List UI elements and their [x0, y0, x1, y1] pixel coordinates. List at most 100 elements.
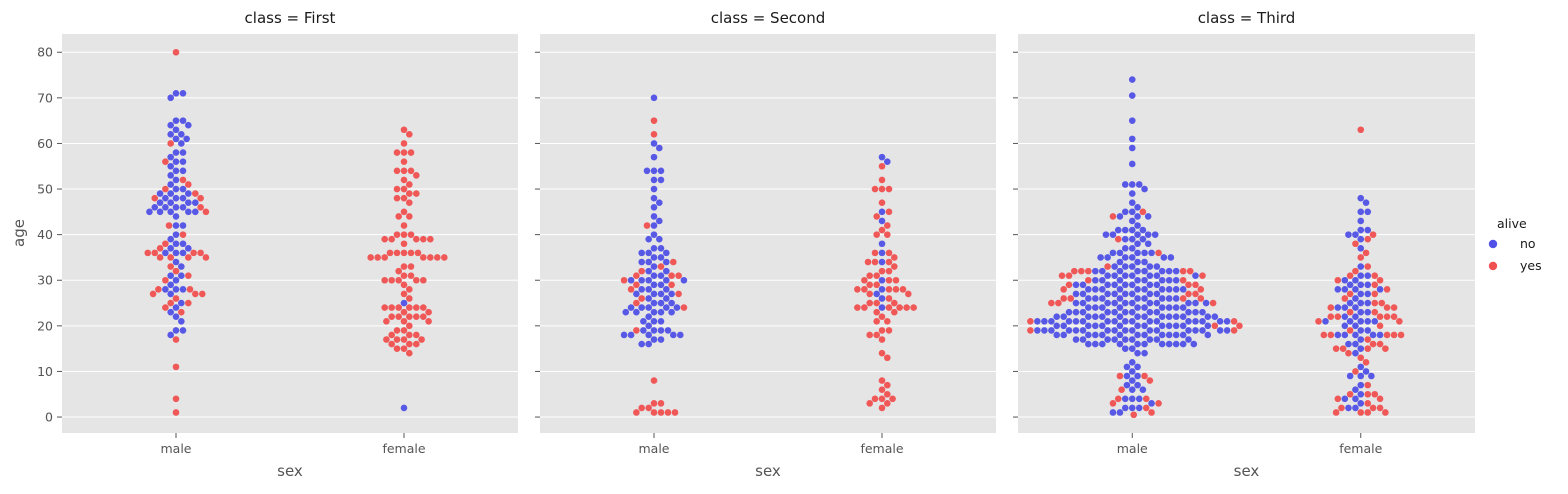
data-point-no: [622, 308, 630, 316]
data-point-no: [1111, 327, 1118, 334]
data-point-no: [1092, 276, 1099, 284]
data-point-yes: [1357, 126, 1365, 134]
data-point-yes: [633, 409, 640, 416]
data-point-yes: [1179, 295, 1187, 302]
x-tick-label: male: [1117, 441, 1148, 456]
data-point-no: [1346, 281, 1354, 289]
data-point-no: [1357, 327, 1365, 334]
data-point-no: [1053, 331, 1060, 339]
data-point-no: [1334, 304, 1342, 311]
data-point-no: [172, 117, 180, 124]
data-point-no: [878, 304, 886, 311]
data-point-yes: [179, 176, 187, 184]
data-point-yes: [420, 304, 427, 311]
data-point-yes: [873, 281, 880, 289]
data-point-no: [1128, 395, 1136, 403]
legend-marker-no: [1488, 239, 1498, 249]
data-point-no: [179, 286, 187, 293]
data-point-yes: [407, 149, 415, 156]
data-point-yes: [878, 226, 886, 234]
data-point-no: [1345, 231, 1352, 238]
data-point-yes: [1209, 299, 1217, 307]
data-point-yes: [1371, 281, 1379, 289]
data-point-yes: [1067, 295, 1074, 302]
data-point-no: [1134, 295, 1141, 302]
data-point-yes: [400, 345, 408, 352]
data-point-no: [167, 290, 174, 298]
data-point-yes: [1148, 409, 1155, 416]
data-point-no: [162, 286, 169, 293]
swarm-male: [620, 94, 688, 416]
data-point-no: [1192, 327, 1199, 334]
data-point-yes: [650, 117, 658, 124]
data-point-yes: [1155, 249, 1162, 257]
data-point-yes: [185, 181, 192, 188]
data-point-no: [1085, 304, 1092, 311]
data-point-no: [179, 249, 187, 257]
data-point-no: [1109, 409, 1117, 416]
data-point-no: [178, 317, 185, 325]
data-point-yes: [162, 240, 169, 248]
data-point-yes: [406, 286, 413, 293]
data-point-no: [1116, 313, 1124, 321]
data-point-no: [677, 331, 684, 339]
data-point-no: [1099, 267, 1106, 275]
data-point-no: [633, 308, 640, 316]
data-point-no: [1072, 290, 1080, 298]
data-point-no: [650, 140, 658, 147]
swarm-male: [1027, 76, 1243, 419]
data-point-yes: [1139, 208, 1147, 216]
data-point-yes: [1371, 272, 1379, 279]
data-point-no: [1141, 258, 1148, 266]
data-point-no: [1134, 258, 1141, 266]
data-point-yes: [1116, 372, 1124, 380]
data-point-yes: [413, 190, 420, 197]
data-point-yes: [650, 377, 658, 384]
data-point-yes: [1346, 272, 1354, 279]
data-point-no: [1158, 276, 1166, 284]
data-point-yes: [1397, 331, 1405, 339]
data-point-no: [167, 94, 174, 102]
data-point-yes: [668, 272, 675, 279]
data-point-no: [1158, 295, 1166, 302]
data-point-yes: [1027, 317, 1034, 325]
data-point-no: [1364, 308, 1372, 316]
data-point-yes: [1048, 299, 1055, 307]
data-point-no: [1041, 317, 1048, 325]
data-point-no: [1111, 263, 1118, 270]
y-tick-label: 0: [45, 410, 53, 425]
data-point-no: [1121, 181, 1129, 188]
data-point-no: [1364, 226, 1372, 234]
data-point-no: [1116, 258, 1124, 266]
data-point-yes: [406, 313, 413, 321]
data-point-yes: [864, 258, 872, 266]
data-point-no: [1111, 272, 1118, 279]
data-point-no: [156, 208, 164, 216]
data-point-no: [162, 203, 169, 211]
data-point-no: [650, 281, 658, 289]
data-point-yes: [388, 304, 395, 311]
data-point-no: [179, 149, 187, 156]
data-point-no: [172, 158, 180, 165]
data-point-yes: [657, 263, 665, 270]
data-point-yes: [1332, 409, 1340, 416]
data-point-no: [1211, 313, 1219, 321]
data-point-no: [878, 276, 886, 284]
data-point-no: [1334, 286, 1342, 293]
data-point-no: [1128, 272, 1136, 279]
data-point-yes: [400, 249, 408, 257]
data-point-yes: [381, 276, 388, 284]
data-point-no: [1179, 340, 1187, 348]
data-point-no: [1371, 317, 1379, 325]
data-point-no: [1104, 317, 1111, 325]
data-point-no: [1158, 331, 1166, 339]
data-point-yes: [1230, 317, 1238, 325]
data-point-no: [650, 308, 658, 316]
data-point-no: [1357, 372, 1365, 380]
data-point-no: [650, 254, 658, 261]
data-point-yes: [873, 272, 880, 279]
data-point-yes: [891, 254, 898, 261]
data-point-yes: [1332, 345, 1340, 352]
data-point-yes: [1185, 290, 1192, 298]
data-point-no: [670, 331, 677, 339]
